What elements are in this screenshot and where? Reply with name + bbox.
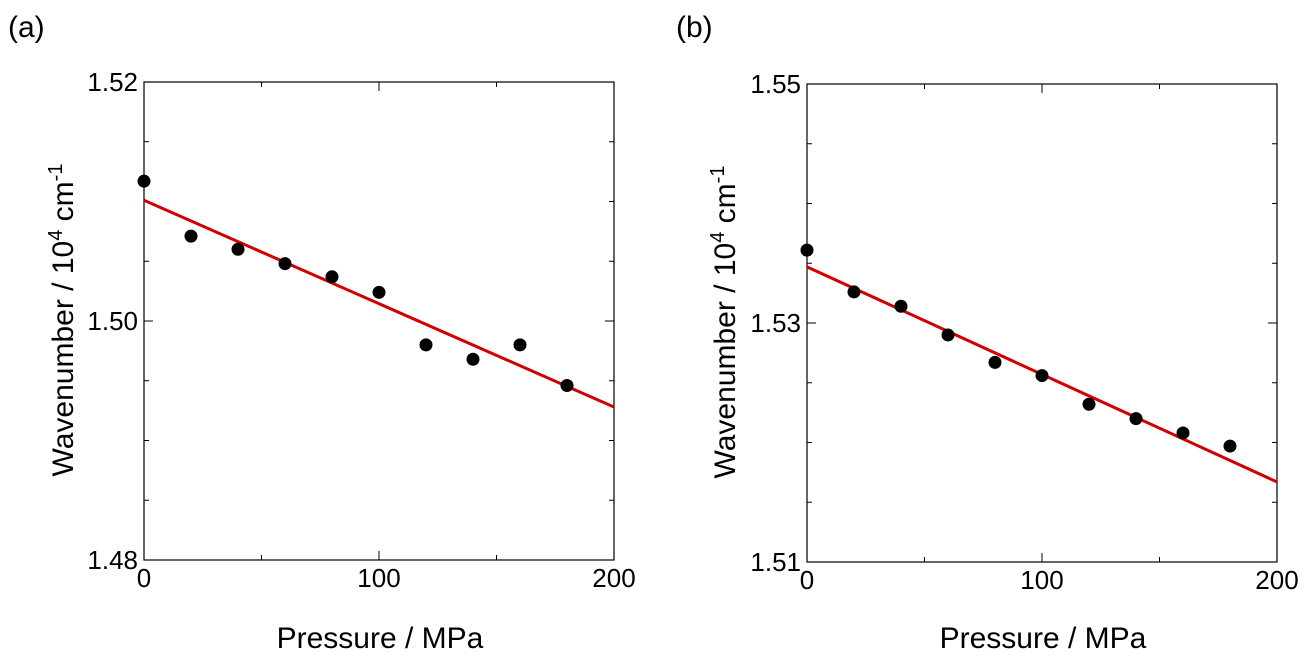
y-axis-label-sup1: 4: [45, 230, 67, 241]
y-tick-label: 1.50: [87, 306, 138, 336]
x-tick-label: 0: [800, 565, 814, 595]
plot-frame: [806, 83, 1278, 563]
data-point: [560, 379, 574, 393]
data-point: [231, 242, 245, 256]
data-point: [372, 285, 386, 299]
data-point: [137, 174, 151, 188]
data-point: [513, 338, 527, 352]
data-point: [1035, 369, 1049, 383]
y-tick-label: 1.53: [750, 308, 801, 338]
y-tick-label: 1.52: [87, 67, 138, 97]
y-axis-label-mid: cm: [709, 183, 742, 231]
data-point: [800, 243, 814, 257]
y-axis-label-sup2: -1: [45, 164, 67, 182]
y-axis-label-sup1: 4: [707, 232, 729, 243]
plot-frame: [143, 81, 615, 561]
data-point: [466, 352, 480, 366]
x-tick-label: 200: [1255, 565, 1298, 595]
y-axis-label-base: Wavenumber / 10: [709, 243, 742, 479]
data-point: [419, 338, 433, 352]
data-point: [988, 355, 1002, 369]
data-point: [1129, 412, 1143, 426]
data-point: [1082, 397, 1096, 411]
data-point: [278, 257, 292, 271]
panel-label: (b): [676, 11, 713, 44]
data-point: [894, 299, 908, 313]
data-point: [325, 270, 339, 284]
fit-line: [143, 198, 615, 409]
data-point: [184, 229, 198, 243]
y-tick-label: 1.51: [750, 547, 801, 577]
y-tick-label: 1.48: [87, 545, 138, 575]
x-axis-label: Pressure / MPa: [277, 622, 484, 655]
data-point: [1176, 426, 1190, 440]
data-point: [941, 328, 955, 342]
x-tick-label: 200: [592, 563, 635, 593]
y-axis-label-sup2: -1: [707, 166, 729, 184]
x-axis-label: Pressure / MPa: [940, 622, 1147, 655]
panel-a: (a) Wavenumber / 104 cm-1 Pressure / MPa…: [8, 11, 636, 655]
y-axis-label-mid: cm: [47, 181, 80, 229]
x-tick-label: 100: [357, 563, 400, 593]
panel-label: (a): [8, 11, 45, 44]
data-point: [1223, 439, 1237, 453]
y-tick-label: 1.55: [750, 69, 801, 99]
y-axis-label-base: Wavenumber / 10: [47, 241, 80, 477]
x-tick-label: 100: [1020, 565, 1063, 595]
panel-b: (b) Wavenumber / 104 cm-1 Pressure / MPa…: [676, 11, 1299, 655]
y-axis-label: Wavenumber / 104 cm-1: [45, 164, 80, 477]
data-point: [847, 285, 861, 299]
x-tick-label: 0: [137, 563, 151, 593]
y-axis-label: Wavenumber / 104 cm-1: [707, 166, 742, 479]
